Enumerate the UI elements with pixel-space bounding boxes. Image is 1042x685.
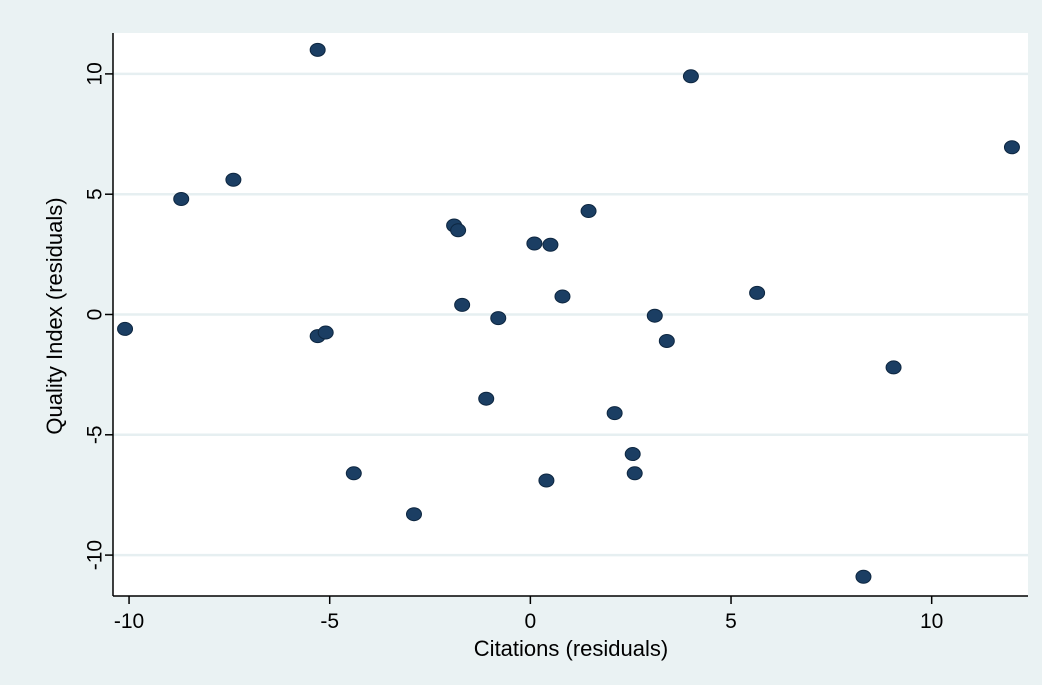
- x-tick-label: -10: [114, 610, 144, 633]
- y-tick-label: 0: [84, 309, 107, 321]
- x-tick-label: -5: [320, 610, 339, 633]
- data-point: [405, 507, 422, 522]
- axes: -10 -5 0 5 10 -10 -5 0 5 10: [84, 33, 1028, 633]
- x-tick-label: 5: [725, 610, 737, 633]
- data-point: [478, 391, 495, 406]
- data-point: [538, 473, 555, 488]
- y-axis-title: Quality Index (residuals): [42, 197, 67, 434]
- data-point: [490, 311, 507, 326]
- data-point: [454, 297, 471, 312]
- data-point: [554, 289, 571, 304]
- y-tick-label: -5: [84, 425, 107, 444]
- x-axis-title: Citations (residuals): [474, 636, 668, 661]
- data-point: [117, 321, 134, 336]
- y-tick-label: 5: [84, 188, 107, 200]
- data-point: [317, 325, 334, 340]
- x-tick-label: 10: [920, 610, 943, 633]
- data-points: [117, 42, 1020, 584]
- data-point: [855, 569, 872, 584]
- data-point: [309, 42, 326, 57]
- data-point: [225, 172, 242, 187]
- y-tick-label: 10: [84, 62, 107, 85]
- data-point: [450, 223, 467, 238]
- data-point: [624, 447, 641, 462]
- y-tick-label: -10: [84, 540, 107, 570]
- data-point: [542, 237, 559, 252]
- data-point: [885, 360, 902, 375]
- data-point: [606, 406, 623, 421]
- data-point: [1003, 140, 1020, 155]
- data-point: [646, 308, 663, 323]
- data-point: [658, 333, 675, 348]
- x-tick-label: 0: [525, 610, 537, 633]
- grid-lines: [113, 72, 1028, 557]
- data-point: [580, 204, 597, 219]
- data-point: [626, 466, 643, 481]
- data-point: [682, 69, 699, 84]
- data-point: [345, 466, 362, 481]
- data-point: [526, 236, 543, 251]
- data-point: [173, 192, 190, 207]
- data-point: [749, 285, 766, 300]
